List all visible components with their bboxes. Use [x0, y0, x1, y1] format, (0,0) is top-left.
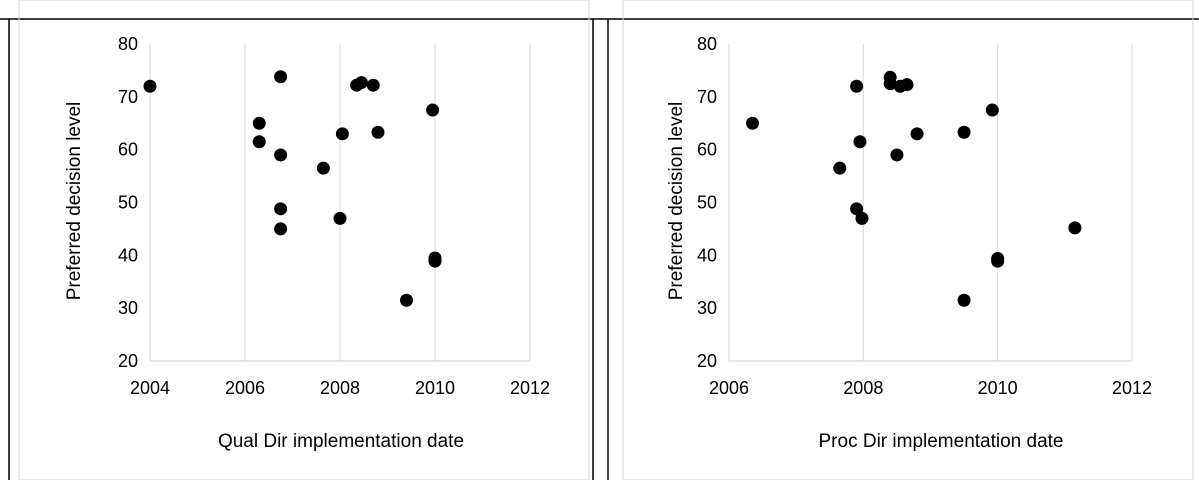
proc-dir-x-tick-label: 2008 [843, 378, 883, 398]
qual-dir-y-axis-title: Preferred decision level [64, 102, 85, 301]
proc-dir-data-point [991, 254, 1005, 268]
proc-dir-y-tick-label: 60 [697, 140, 717, 160]
qual-dir-y-tick-label: 50 [118, 193, 138, 213]
proc-dir-x-tick-label: 2010 [978, 378, 1018, 398]
qual-dir-data-point [333, 211, 347, 225]
qual-dir-data-point [274, 70, 288, 84]
proc-dir-data-point [985, 103, 999, 117]
qual-dir-gridlines [149, 44, 531, 362]
qual-dir-data-point [316, 161, 330, 175]
qual-dir-tick-labels: 20 30 40 50 60 70 80 2004 2006 2008 2010 2012 [118, 34, 550, 398]
qual-dir-x-tick-label: 2006 [225, 378, 265, 398]
proc-dir-y-tick-label: 30 [697, 298, 717, 318]
proc-dir-y-axis-title: Preferred decision level [666, 102, 687, 301]
qual-dir-y-tick-label: 20 [118, 351, 138, 371]
proc-dir-data-point [1068, 221, 1082, 235]
proc-dir-data-point [883, 77, 897, 91]
proc-dir-points [746, 70, 1082, 307]
qual-dir-data-point [366, 78, 380, 92]
qual-dir-scatter-panel: 20 30 40 50 60 70 80 2004 2006 2008 2010 2012 Qual … [18, 0, 590, 480]
qual-dir-y-tick-label: 40 [118, 245, 138, 265]
proc-dir-y-tick-label: 50 [697, 193, 717, 213]
proc-dir-y-tick-label: 80 [697, 34, 717, 54]
proc-dir-scatter-panel: 20 30 40 50 60 70 80 2006 2008 2010 2012 Proc Dir … [622, 0, 1194, 480]
proc-dir-x-tick-label: 2006 [709, 378, 749, 398]
qual-dir-x-tick-label: 2004 [130, 378, 170, 398]
proc-dir-tick-labels: 20 30 40 50 60 70 80 2006 2008 2010 2012 [697, 34, 1152, 398]
proc-dir-data-point [855, 211, 869, 225]
proc-dir-gridlines [728, 44, 1133, 362]
proc-dir-x-axis-title: Proc Dir implementation date [819, 431, 1064, 452]
qual-dir-data-point [371, 125, 385, 139]
qual-dir-y-tick-label: 80 [118, 34, 138, 54]
qual-dir-points [143, 70, 442, 307]
proc-dir-data-point [957, 125, 971, 139]
qual-dir-data-point [354, 76, 368, 90]
qual-dir-data-point [143, 79, 157, 93]
proc-dir-y-tick-label: 70 [697, 87, 717, 107]
qual-dir-data-point [252, 116, 266, 130]
qual-dir-y-tick-label: 60 [118, 140, 138, 160]
proc-dir-data-point [746, 116, 760, 130]
proc-dir-data-point [910, 127, 924, 141]
qual-dir-y-tick-label: 70 [118, 87, 138, 107]
proc-dir-data-point [890, 148, 904, 162]
qual-dir-x-axis-title: Qual Dir implementation date [218, 431, 464, 452]
qual-dir-data-point [426, 103, 440, 117]
proc-dir-data-point [957, 293, 971, 307]
qual-dir-y-tick-label: 30 [118, 298, 138, 318]
qual-dir-data-point [428, 254, 442, 268]
proc-dir-data-point [853, 135, 867, 149]
qual-dir-x-tick-label: 2012 [510, 378, 550, 398]
proc-dir-data-point [833, 161, 847, 175]
qual-dir-data-point [274, 202, 288, 216]
qual-dir-x-tick-label: 2008 [320, 378, 360, 398]
proc-dir-data-point [850, 202, 864, 216]
qual-dir-data-point [274, 222, 288, 236]
proc-dir-data-point [900, 78, 914, 92]
proc-dir-data-point [850, 79, 864, 93]
proc-dir-x-tick-label: 2012 [1112, 378, 1152, 398]
proc-dir-chart-frame [622, 0, 1194, 480]
qual-dir-data-point [274, 148, 288, 162]
qual-dir-data-point [400, 293, 413, 307]
qual-dir-x-tick-label: 2010 [415, 378, 455, 398]
proc-dir-y-tick-label: 20 [697, 351, 717, 371]
proc-dir-y-tick-label: 40 [697, 245, 717, 265]
qual-dir-data-point [335, 127, 349, 141]
qual-dir-chart-frame [18, 0, 590, 480]
qual-dir-data-point [252, 135, 266, 149]
